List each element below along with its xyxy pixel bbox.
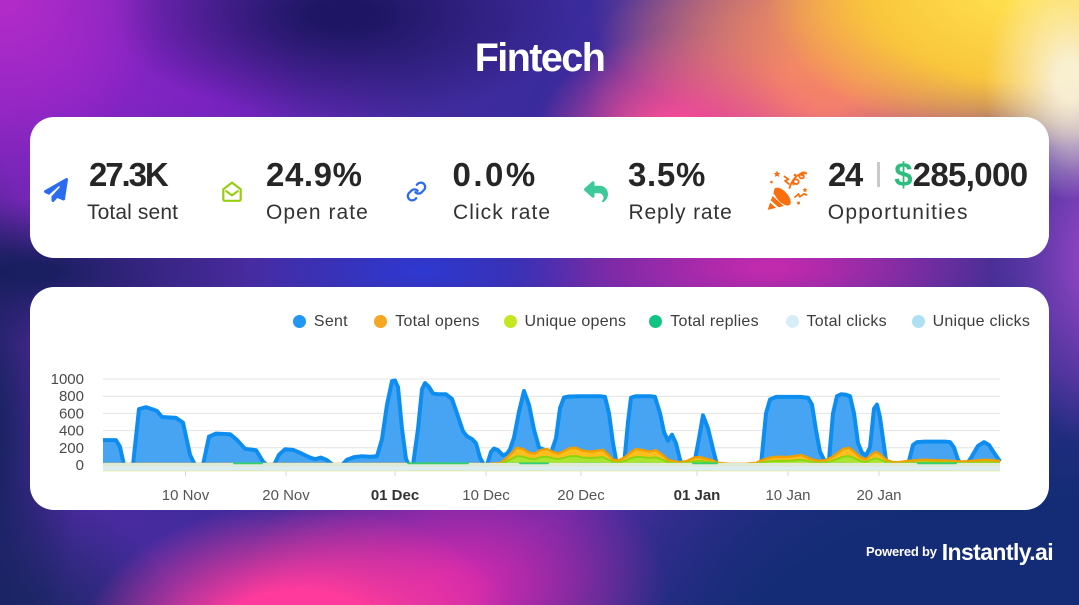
svg-text:20 Nov: 20 Nov xyxy=(262,487,310,504)
svg-text:10 Nov: 10 Nov xyxy=(162,487,210,504)
svg-text:1000: 1000 xyxy=(51,371,84,388)
svg-text:01 Dec: 01 Dec xyxy=(371,487,419,504)
svg-text:10 Dec: 10 Dec xyxy=(462,487,510,504)
svg-text:20 Dec: 20 Dec xyxy=(557,487,605,504)
svg-text:20 Jan: 20 Jan xyxy=(856,487,901,504)
svg-text:600: 600 xyxy=(59,405,84,422)
svg-text:01 Jan: 01 Jan xyxy=(674,487,721,504)
svg-text:10 Jan: 10 Jan xyxy=(765,487,810,504)
svg-text:400: 400 xyxy=(59,423,84,440)
svg-text:200: 200 xyxy=(59,440,84,457)
svg-text:0: 0 xyxy=(76,457,84,474)
svg-text:800: 800 xyxy=(59,388,84,405)
